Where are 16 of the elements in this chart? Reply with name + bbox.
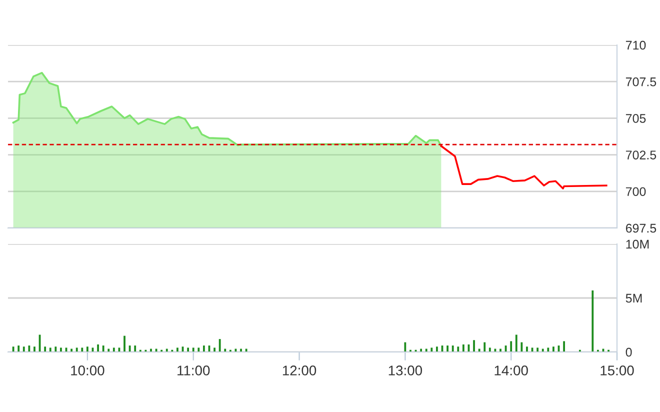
line-series [440,145,608,190]
y-tick-label: 700 [626,187,646,196]
y-tick-label: 0 [626,348,632,357]
x-tick-label: 14:00 [494,366,528,376]
y-tick-label: 702.5 [626,150,656,160]
x-tick-label: 13:00 [388,366,422,376]
y-tick-label: 707.5 [626,77,656,86]
x-tick-label: 11:00 [178,366,210,376]
y-tick-label: 5M [626,294,642,303]
x-tick-label: 15:00 [600,366,634,376]
x-tick-label: 10:00 [71,366,104,376]
y-tick-label: 710 [626,40,646,50]
y-tick-label: 697.5 [626,224,656,233]
y-tick-label: 10M [626,240,649,249]
x-tick-label: 12:00 [282,366,316,376]
y-tick-label: 705 [626,114,646,123]
